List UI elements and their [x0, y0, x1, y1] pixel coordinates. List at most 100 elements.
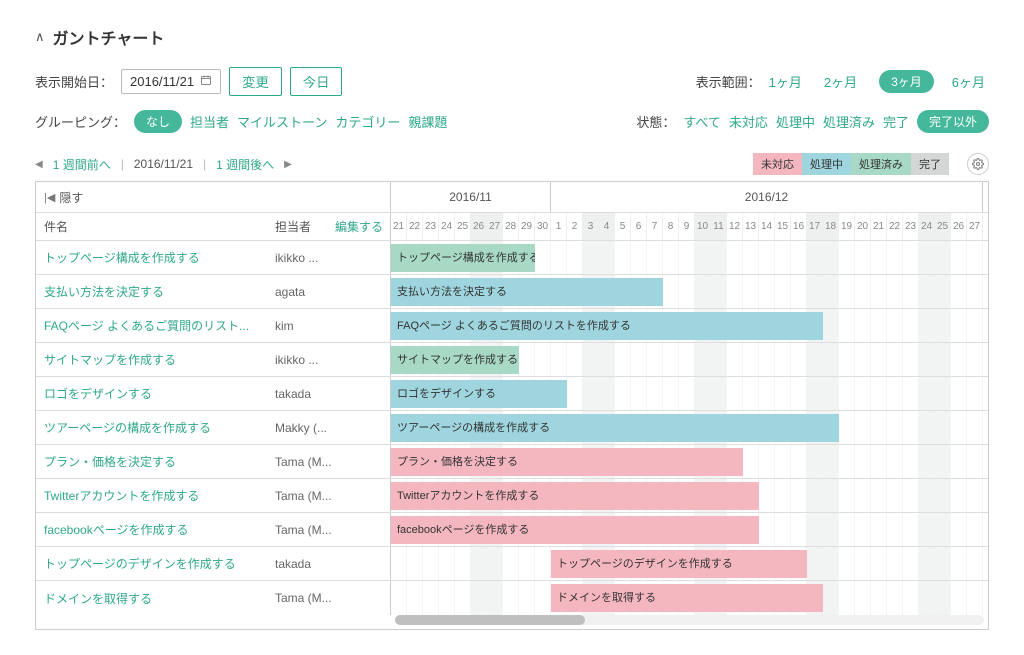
settings-button[interactable] — [967, 153, 989, 175]
col-header-assignee: 担当者 — [275, 218, 335, 235]
day-header-cell: 27 — [487, 213, 503, 240]
status-option[interactable]: 未対応 — [729, 112, 768, 131]
gantt-bar[interactable]: Twitterアカウントを作成する — [391, 482, 759, 510]
day-header-cell: 16 — [791, 213, 807, 240]
today-button[interactable]: 今日 — [290, 67, 343, 96]
day-header-cell: 21 — [391, 213, 407, 240]
task-assignee: Tama (M... — [275, 591, 390, 605]
gantt-bar[interactable]: FAQページ よくあるご質問のリストを作成する — [391, 312, 823, 340]
day-header-cell: 12 — [727, 213, 743, 240]
month-header-cell: 2016/11 — [391, 182, 551, 212]
grouping-option[interactable]: マイルストーン — [237, 112, 327, 131]
status-options: 状態： すべて未対応処理中処理済み完了 完了以外 — [636, 110, 989, 133]
day-header-cell: 4 — [599, 213, 615, 240]
gantt-day-header: 件名 担当者 編集する 2122232425262728293012345678… — [36, 213, 988, 241]
gear-icon — [972, 158, 984, 170]
task-name[interactable]: プラン・価格を決定する — [36, 453, 275, 470]
col-header-edit[interactable]: 編集する — [335, 218, 390, 235]
task-name[interactable]: トップページ構成を作成する — [36, 249, 275, 266]
task-name[interactable]: facebookページを作成する — [36, 521, 275, 538]
day-header-cell: 23 — [903, 213, 919, 240]
gantt-month-header: |◀ 隠す 2016/112016/12 — [36, 182, 988, 213]
task-assignee: Tama (M... — [275, 523, 390, 537]
status-active-pill[interactable]: 完了以外 — [917, 110, 989, 133]
nav-date: 2016/11/21 — [134, 157, 193, 171]
task-name[interactable]: 支払い方法を決定する — [36, 283, 275, 300]
section-header[interactable]: ∧ ガントチャート — [35, 25, 989, 49]
gantt-chart: |◀ 隠す 2016/112016/12 件名 担当者 編集する 2122232… — [35, 181, 989, 630]
next-week-link[interactable]: 1 週間後へ — [216, 156, 274, 173]
task-name[interactable]: FAQページ よくあるご質問のリスト... — [36, 317, 275, 334]
gantt-bar[interactable]: ツアーページの構成を作成する — [391, 414, 839, 442]
day-header-cell: 24 — [439, 213, 455, 240]
status-option[interactable]: 処理済み — [823, 112, 875, 131]
change-button[interactable]: 変更 — [229, 67, 282, 96]
task-name[interactable]: ロゴをデザインする — [36, 385, 275, 402]
month-header-cell: 2016/12 — [551, 182, 983, 212]
day-header-cell: 27 — [967, 213, 983, 240]
status-option[interactable]: 処理中 — [776, 112, 815, 131]
gantt-row: ツアーページの構成を作成するMakky (...ツアーページの構成を作成する — [36, 411, 988, 445]
gantt-bar[interactable]: サイトマップを作成する — [391, 346, 519, 374]
task-name[interactable]: トップページのデザインを作成する — [36, 555, 275, 572]
gantt-bar[interactable]: facebookページを作成する — [391, 516, 759, 544]
grouping-option[interactable]: 担当者 — [190, 112, 229, 131]
task-name[interactable]: Twitterアカウントを作成する — [36, 487, 275, 504]
day-header-cell: 5 — [615, 213, 631, 240]
task-name[interactable]: ツアーページの構成を作成する — [36, 419, 275, 436]
range-options: 表示範囲： 1ヶ月 2ヶ月 3ヶ月 6ヶ月 — [696, 70, 989, 93]
day-header-cell: 23 — [423, 213, 439, 240]
status-option[interactable]: すべて — [683, 112, 721, 131]
task-assignee: Makky (... — [275, 421, 390, 435]
task-assignee: Tama (M... — [275, 489, 390, 503]
day-header-cell: 8 — [663, 213, 679, 240]
gantt-bar[interactable]: ドメインを取得する — [551, 584, 823, 612]
controls-row-2: グルーピング： なし 担当者マイルストーンカテゴリー親課題 状態： すべて未対応… — [35, 110, 989, 133]
day-header-cell: 17 — [807, 213, 823, 240]
range-option[interactable]: 2ヶ月 — [824, 72, 857, 91]
collapse-left-icon[interactable]: |◀ — [44, 191, 55, 204]
range-option[interactable]: 3ヶ月 — [879, 70, 934, 93]
task-assignee: takada — [275, 557, 390, 571]
day-header-cell: 14 — [759, 213, 775, 240]
week-nav: ◀ 1 週間前へ | 2016/11/21 | 1 週間後へ ▶ 未対応処理中処… — [35, 153, 989, 175]
start-date-input[interactable]: 2016/11/21 — [121, 69, 221, 94]
gantt-bar[interactable]: トップページ構成を作成する — [391, 244, 535, 272]
gantt-bar[interactable]: プラン・価格を決定する — [391, 448, 743, 476]
grouping-label: グルーピング： — [35, 112, 126, 131]
day-header-cell: 6 — [631, 213, 647, 240]
status-option[interactable]: 完了 — [883, 112, 909, 131]
day-header-cell: 26 — [951, 213, 967, 240]
day-header-cell: 7 — [647, 213, 663, 240]
start-date-value: 2016/11/21 — [130, 74, 194, 89]
task-name[interactable]: ドメインを取得する — [36, 590, 275, 607]
prev-week-icon: ◀ — [35, 159, 43, 170]
legend-item: 未対応 — [753, 153, 802, 175]
status-label: 状態： — [636, 112, 675, 131]
next-week-icon: ▶ — [284, 159, 292, 170]
gantt-row: 支払い方法を決定するagata支払い方法を決定する — [36, 275, 988, 309]
gantt-bar[interactable]: 支払い方法を決定する — [391, 278, 663, 306]
prev-week-link[interactable]: 1 週間前へ — [53, 156, 111, 173]
range-label: 表示範囲： — [696, 72, 761, 91]
col-header-name: 件名 — [36, 218, 275, 235]
day-header-cell: 22 — [407, 213, 423, 240]
grouping-option[interactable]: 親課題 — [408, 112, 447, 131]
controls-row-1: 表示開始日： 2016/11/21 変更 今日 表示範囲： 1ヶ月2ヶ月3ヶ月6… — [35, 67, 989, 96]
gantt-row: facebookページを作成するTama (M...facebookページを作成… — [36, 513, 988, 547]
grouping-options: グルーピング： なし 担当者マイルストーンカテゴリー親課題 — [35, 110, 447, 133]
status-legend: 未対応処理中処理済み完了 — [753, 153, 949, 175]
hide-label[interactable]: 隠す — [59, 189, 83, 206]
horizontal-scrollbar[interactable] — [395, 615, 984, 625]
day-header-cell: 24 — [919, 213, 935, 240]
gantt-bar[interactable]: ロゴをデザインする — [391, 380, 567, 408]
day-header-cell: 20 — [855, 213, 871, 240]
range-option[interactable]: 1ヶ月 — [769, 72, 802, 91]
gantt-bar[interactable]: トップページのデザインを作成する — [551, 550, 807, 578]
day-header-cell: 3 — [583, 213, 599, 240]
grouping-option[interactable]: カテゴリー — [335, 112, 400, 131]
grouping-active-pill[interactable]: なし — [134, 110, 182, 133]
task-name[interactable]: サイトマップを作成する — [36, 351, 275, 368]
range-option[interactable]: 6ヶ月 — [952, 72, 985, 91]
task-assignee: takada — [275, 387, 390, 401]
